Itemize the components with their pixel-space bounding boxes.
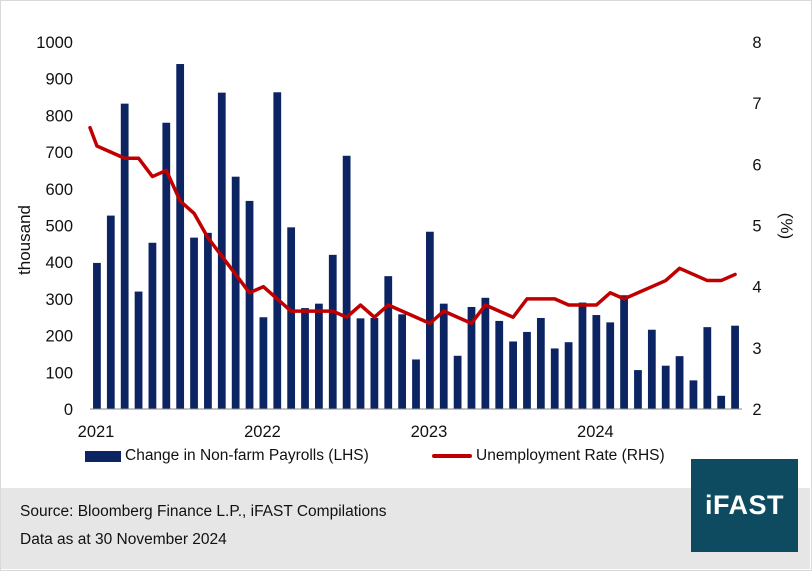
payroll-bar <box>731 325 739 409</box>
payroll-bar <box>328 254 337 409</box>
payroll-bar <box>134 291 143 409</box>
left-tick-label: 200 <box>45 328 73 346</box>
right-tick-label: 6 <box>752 156 761 174</box>
payroll-bar <box>523 331 531 409</box>
legend-label-payrolls: Change in Non-farm Payrolls (LHS) <box>125 447 369 464</box>
payroll-bar <box>356 318 365 409</box>
right-tick-label: 7 <box>752 95 761 113</box>
left-tick-label: 0 <box>64 401 73 419</box>
left-axis-ticks: 0 100 200 300 400 500 600 700 800 900 1000 <box>36 34 73 419</box>
right-axis-label: (%) <box>777 213 796 239</box>
payroll-bar <box>273 92 282 410</box>
payroll-bar <box>661 365 670 409</box>
payroll-bar <box>315 303 323 409</box>
payroll-bar <box>231 176 240 409</box>
unemployment-rate-line <box>88 125 737 326</box>
payroll-bar <box>536 317 545 409</box>
payroll-bar <box>301 308 309 409</box>
payroll-bar <box>259 317 268 409</box>
legend-label-unemployment: Unemployment Rate (RHS) <box>476 447 665 464</box>
left-tick-label: 300 <box>45 291 73 309</box>
payroll-bar <box>217 92 226 410</box>
payroll-bar <box>190 237 198 409</box>
payroll-bar <box>148 242 157 409</box>
payroll-bar <box>647 329 656 409</box>
payroll-bar <box>384 276 393 409</box>
payroll-bar <box>634 370 642 409</box>
payroll-bar <box>412 359 420 409</box>
payroll-bar <box>481 297 490 409</box>
x-tick-label: 2022 <box>244 423 281 441</box>
payroll-bar <box>717 395 726 409</box>
ifast-logo: iFAST <box>691 459 798 552</box>
payroll-bar <box>606 322 615 409</box>
unemployment-line <box>88 125 737 326</box>
left-tick-label: 600 <box>45 181 73 199</box>
right-tick-label: 8 <box>752 34 761 52</box>
payroll-bar <box>120 103 129 409</box>
payroll-bar <box>592 315 601 409</box>
payroll-bar <box>287 227 296 409</box>
source-text: Source: Bloomberg Finance L.P., iFAST Co… <box>20 503 387 520</box>
payroll-bar <box>689 380 698 409</box>
legend-swatch-line <box>432 454 472 458</box>
left-tick-label: 900 <box>45 71 73 89</box>
left-tick-label: 800 <box>45 107 73 125</box>
payroll-bar <box>342 155 351 409</box>
payroll-bar <box>495 320 504 409</box>
payrolls-unemployment-chart: 0 100 200 300 400 500 600 700 800 900 1000 2 3 4 5 6 7 8… <box>15 34 796 441</box>
x-axis: 2021 2022 2023 2024 <box>78 408 742 441</box>
payroll-bar <box>703 327 712 409</box>
right-tick-label: 5 <box>752 218 761 236</box>
left-axis-label: thousand <box>15 205 34 275</box>
footer-band <box>1 488 810 569</box>
payroll-bar <box>675 356 684 409</box>
payroll-bar <box>93 262 101 409</box>
payroll-bar <box>398 314 407 409</box>
x-tick-label: 2021 <box>78 423 115 441</box>
x-tick-label: 2023 <box>411 423 448 441</box>
payroll-bar <box>550 348 559 409</box>
right-tick-label: 3 <box>752 340 761 358</box>
payroll-bar <box>106 215 115 409</box>
payroll-bar <box>425 231 434 409</box>
payroll-bar <box>564 342 573 409</box>
payroll-bar <box>439 303 448 409</box>
payroll-bar <box>620 295 628 409</box>
left-tick-label: 400 <box>45 254 73 272</box>
left-tick-label: 1000 <box>36 34 73 52</box>
left-tick-label: 500 <box>45 218 73 236</box>
payroll-bar <box>578 302 587 409</box>
right-tick-label: 2 <box>752 401 761 419</box>
payroll-bar <box>467 306 476 409</box>
as-at-text: Data as at 30 November 2024 <box>20 531 227 548</box>
payroll-bars <box>93 64 739 410</box>
right-tick-label: 4 <box>752 279 761 297</box>
legend-swatch-bar <box>85 450 121 462</box>
x-tick-label: 2024 <box>577 423 614 441</box>
payroll-bar <box>176 64 185 410</box>
payroll-bar <box>370 317 379 409</box>
legend-item-unemployment: Unemployment Rate (RHS) <box>432 447 665 465</box>
payroll-bar <box>162 122 171 410</box>
payroll-bar <box>204 232 212 409</box>
payroll-bar <box>509 341 517 409</box>
left-tick-label: 100 <box>45 364 73 382</box>
right-axis-ticks: 2 3 4 5 6 7 8 <box>752 34 761 419</box>
left-tick-label: 700 <box>45 144 73 162</box>
payroll-bar <box>245 200 254 409</box>
payroll-bar <box>453 355 462 409</box>
legend-item-payrolls: Change in Non-farm Payrolls (LHS) <box>85 447 369 465</box>
